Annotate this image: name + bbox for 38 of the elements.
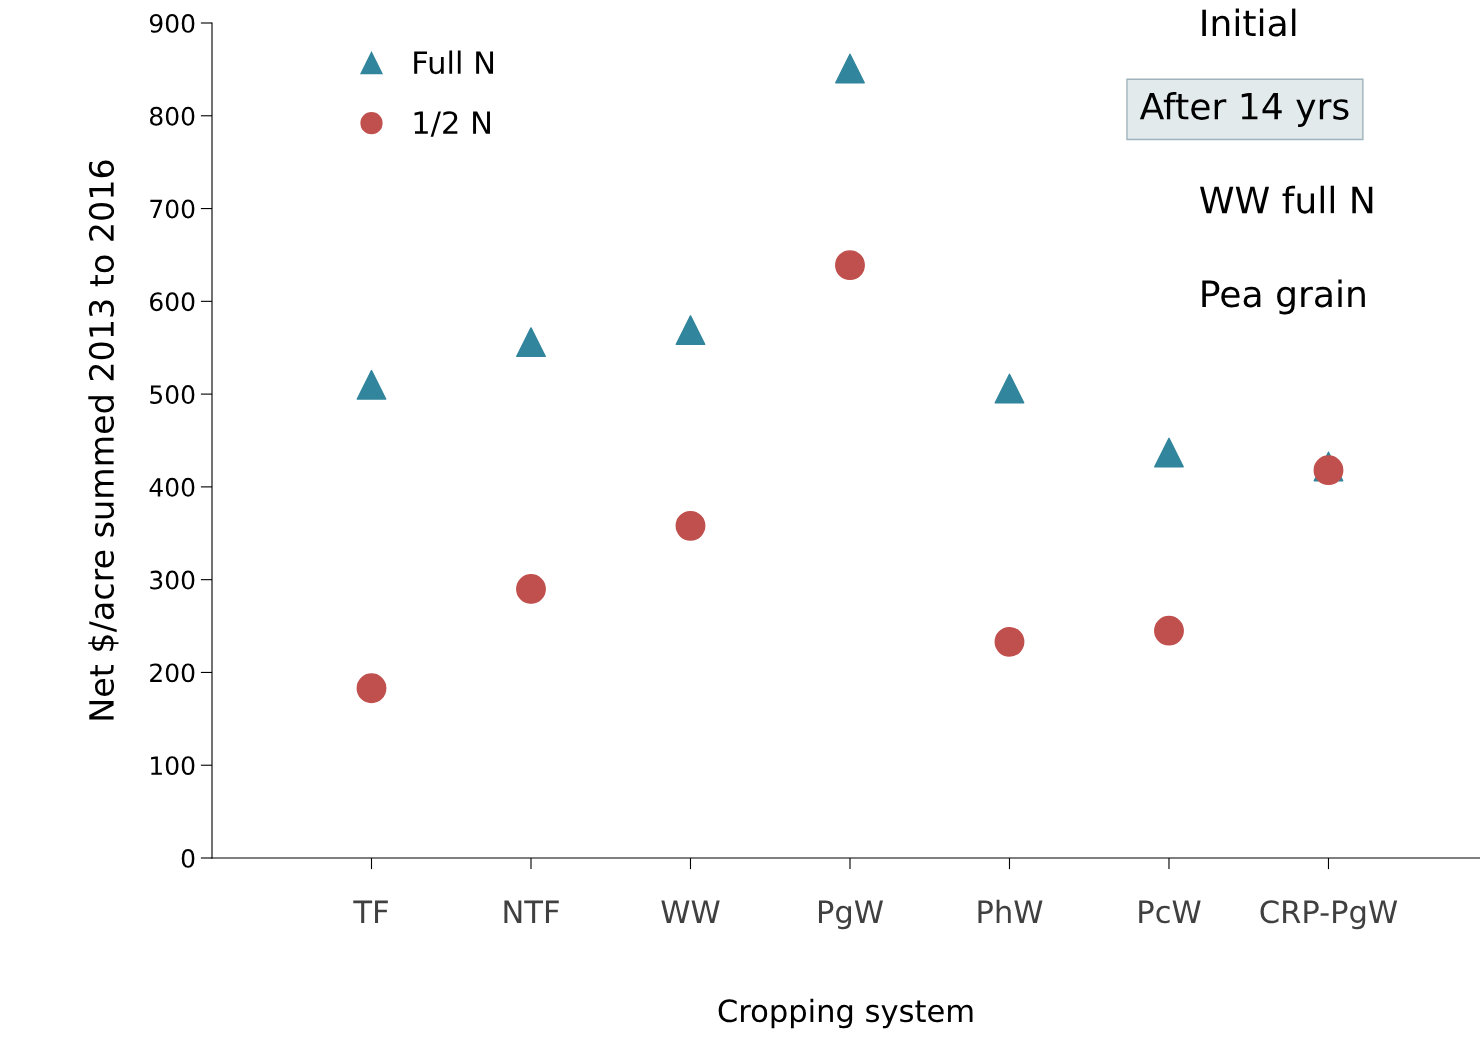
x-tick-label: TF: [353, 900, 388, 923]
point: [1154, 437, 1184, 468]
point: [835, 250, 865, 281]
legend-label: Full N: [414, 50, 494, 75]
annotation: Initial: [1202, 8, 1296, 37]
y-axis-title: Net $/acre summed 2013 to 2016: [88, 160, 119, 720]
x-tick-label: WW: [661, 900, 720, 923]
point: [994, 626, 1025, 657]
x-axis-title: Cropping system: [718, 998, 973, 1029]
point: [356, 673, 387, 704]
point: [835, 53, 865, 84]
x-tick-label: CRP-PgW: [1260, 900, 1398, 930]
legend-label: 1/2 N: [414, 111, 490, 137]
annotation: Pea grain: [1202, 279, 1365, 315]
y-tick-label: 700: [150, 199, 195, 219]
point: [994, 373, 1025, 404]
point: [516, 327, 546, 358]
x-tick-label: PcW: [1139, 900, 1201, 924]
point: [1313, 455, 1344, 486]
point: [1154, 615, 1184, 646]
x-tick-label: PgW: [818, 900, 884, 930]
y-tick-label: 600: [150, 292, 195, 312]
annotation: After 14 yrs: [1139, 91, 1349, 127]
y-tick-label: 200: [150, 663, 195, 683]
point: [356, 369, 387, 400]
annotation: WW full N: [1200, 185, 1373, 214]
y-tick-label: 800: [150, 106, 195, 126]
y-tick-label: 100: [151, 756, 195, 776]
point: [516, 574, 546, 604]
x-tick-label: PhW: [978, 899, 1043, 923]
x-tick-label: NTF: [504, 900, 559, 923]
y-tick-label: 0: [181, 848, 195, 868]
point: [675, 315, 706, 346]
y-tick-label: 900: [149, 13, 195, 33]
y-tick-label: 500: [150, 385, 195, 404]
y-tick-label: 400: [149, 477, 195, 497]
point: [675, 510, 706, 541]
y-tick-label: 300: [150, 570, 195, 590]
